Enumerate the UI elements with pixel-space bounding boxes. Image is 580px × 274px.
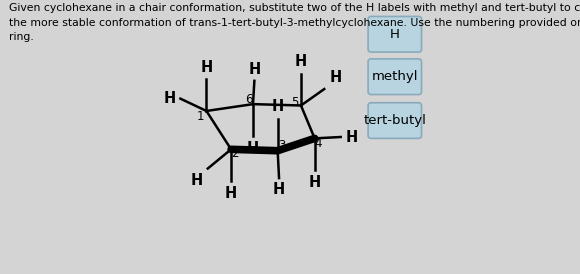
Text: H: H — [271, 99, 284, 114]
Text: 3: 3 — [278, 139, 285, 152]
Text: tert-butyl: tert-butyl — [363, 114, 426, 127]
Text: 1: 1 — [197, 110, 204, 124]
Text: 5: 5 — [291, 96, 299, 109]
Text: H: H — [390, 28, 400, 41]
FancyBboxPatch shape — [368, 16, 422, 52]
Text: 2: 2 — [231, 147, 238, 160]
Text: ring.: ring. — [9, 32, 34, 42]
FancyBboxPatch shape — [368, 103, 422, 138]
Text: H: H — [225, 186, 237, 201]
Text: H: H — [200, 59, 212, 75]
Text: Given cyclohexane in a chair conformation, substitute two of the H labels with m: Given cyclohexane in a chair conformatio… — [9, 3, 580, 13]
Text: 6: 6 — [245, 93, 253, 106]
Text: H: H — [273, 182, 285, 197]
Text: methyl: methyl — [372, 70, 418, 83]
Text: the more stable conformation of trans-1-tert-butyl-3-methylcyclohexane. Use the : the more stable conformation of trans-1-… — [9, 18, 580, 28]
Text: H: H — [163, 91, 176, 106]
Text: H: H — [329, 70, 342, 85]
Text: H: H — [309, 175, 321, 190]
Text: 4: 4 — [314, 137, 322, 150]
Text: H: H — [346, 130, 358, 144]
Text: H: H — [248, 62, 260, 77]
Text: H: H — [247, 141, 259, 156]
Text: H: H — [295, 54, 307, 69]
FancyBboxPatch shape — [368, 59, 422, 95]
Text: H: H — [191, 173, 203, 188]
